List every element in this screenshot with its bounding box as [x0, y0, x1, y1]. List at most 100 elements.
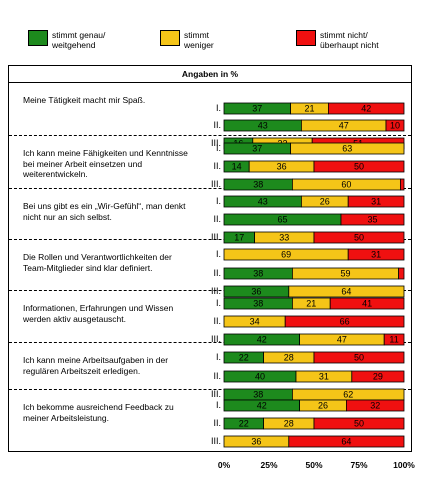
legend-label-agree: stimmt genau/ weitgehend [52, 30, 106, 50]
bar-segment [398, 267, 405, 280]
row-label: I. [216, 103, 221, 113]
row-label: II. [213, 371, 221, 381]
data-label: 10 [390, 121, 400, 131]
bar-segment [351, 370, 405, 383]
row-label: II. [213, 316, 221, 326]
statement-panel: Ich bekomme ausreichend Feedback zu mein… [9, 389, 411, 454]
legend-item-disagree: stimmt nicht/ überhaupt nicht [296, 30, 422, 50]
statement-text: Meine Tätigkeit macht mir Spaß. [23, 95, 146, 105]
data-label: 40 [255, 372, 265, 382]
data-label: 28 [284, 353, 294, 363]
bar-segment [313, 160, 405, 173]
chart-frame: Angaben in % Meine Tätigkeit macht mir S… [8, 65, 412, 452]
data-label: 64 [341, 437, 351, 447]
data-label: 38 [253, 180, 263, 190]
legend-swatch-disagree [296, 30, 316, 46]
row-label: II. [213, 161, 221, 171]
data-label: 14 [232, 162, 242, 172]
bar-segment [288, 285, 405, 298]
data-label: 33 [279, 233, 289, 243]
x-tick-label: 50% [305, 460, 323, 470]
statement-panel: Die Rollen und Verantwortlichkeiten der … [9, 239, 411, 291]
bar-segment [284, 315, 405, 328]
row-label: III. [211, 286, 221, 296]
row-label: III. [211, 138, 221, 148]
x-tick-label: 75% [350, 460, 368, 470]
row-label: III. [211, 179, 221, 189]
data-label: 50 [354, 419, 364, 429]
row-label: III. [211, 436, 221, 446]
data-label: 64 [341, 287, 351, 297]
row-label: II. [213, 418, 221, 428]
data-label: 38 [253, 269, 263, 279]
bar-segment [347, 195, 405, 208]
row-label: III. [211, 334, 221, 344]
data-label: 47 [337, 335, 347, 345]
data-label: 50 [354, 162, 364, 172]
data-label: 26 [320, 197, 330, 207]
data-label: 65 [277, 215, 287, 225]
data-label: 42 [257, 335, 267, 345]
data-label: 63 [342, 144, 352, 154]
data-label: 36 [277, 162, 287, 172]
data-label: 43 [258, 121, 268, 131]
bar-segment [313, 417, 405, 430]
data-label: 21 [304, 104, 314, 114]
bar-segment [383, 333, 405, 346]
legend-item-agree: stimmt genau/ weitgehend [28, 30, 162, 50]
data-label: 28 [284, 419, 294, 429]
data-label: 69 [281, 250, 291, 260]
x-tick-label: 25% [260, 460, 278, 470]
row-label: III. [211, 389, 221, 399]
row-label: I. [216, 352, 221, 362]
statement-text: Ich kann meine Fähigkeiten und Kenntniss… [23, 148, 188, 179]
data-label: 17 [234, 233, 244, 243]
bar-segment [340, 213, 405, 226]
data-label: 37 [252, 104, 262, 114]
data-label: 22 [239, 419, 249, 429]
row-label: III. [211, 232, 221, 242]
x-tick-label: 100% [393, 460, 415, 470]
data-label: 62 [343, 390, 353, 400]
legend: stimmt genau/ weitgehend stimmt weniger … [0, 0, 422, 62]
data-label: 22 [239, 353, 249, 363]
data-label: 66 [340, 317, 350, 327]
data-label: 29 [373, 372, 383, 382]
row-label: I. [216, 196, 221, 206]
data-label: 60 [341, 180, 351, 190]
statement-panel: Ich kann meine Arbeitsaufgaben in der re… [9, 342, 411, 390]
statement-text: Ich bekomme ausreichend Feedback zu mein… [23, 402, 174, 423]
bar-segment [313, 351, 405, 364]
legend-label-disagree: stimmt nicht/ überhaupt nicht [320, 30, 379, 50]
data-label: 42 [257, 401, 267, 411]
bar-segment [399, 178, 405, 191]
data-label: 38 [253, 299, 263, 309]
data-label: 38 [253, 390, 263, 400]
data-label: 26 [318, 401, 328, 411]
statement-text: Informationen, Erfahrungen und Wissen we… [23, 303, 174, 324]
data-label: 21 [306, 299, 316, 309]
data-label: 50 [354, 233, 364, 243]
row-label: I. [216, 400, 221, 410]
data-label: 11 [389, 335, 398, 345]
data-label: 32 [370, 401, 380, 411]
data-label: 35 [367, 215, 377, 225]
legend-label-less: stimmt weniger [184, 30, 214, 50]
legend-swatch-less [160, 30, 180, 46]
data-label: 31 [319, 372, 329, 382]
bar-segment [313, 231, 405, 244]
statement-text: Bei uns gibt es ein „Wir-Gefühl“, man de… [23, 201, 186, 222]
data-label: 41 [362, 299, 372, 309]
data-label: 50 [354, 353, 364, 363]
row-label: II. [213, 214, 221, 224]
row-label: II. [213, 268, 221, 278]
statement-panel: Informationen, Erfahrungen und Wissen we… [9, 290, 411, 343]
bar-segment [327, 102, 405, 115]
row-label: I. [216, 143, 221, 153]
data-label: 42 [361, 104, 371, 114]
statement-panel: Bei uns gibt es ein „Wir-Gefühl“, man de… [9, 188, 411, 240]
legend-item-less: stimmt weniger [160, 30, 294, 50]
statement-text: Die Rollen und Verantwortlichkeiten der … [23, 252, 172, 273]
data-label: 37 [252, 144, 262, 154]
